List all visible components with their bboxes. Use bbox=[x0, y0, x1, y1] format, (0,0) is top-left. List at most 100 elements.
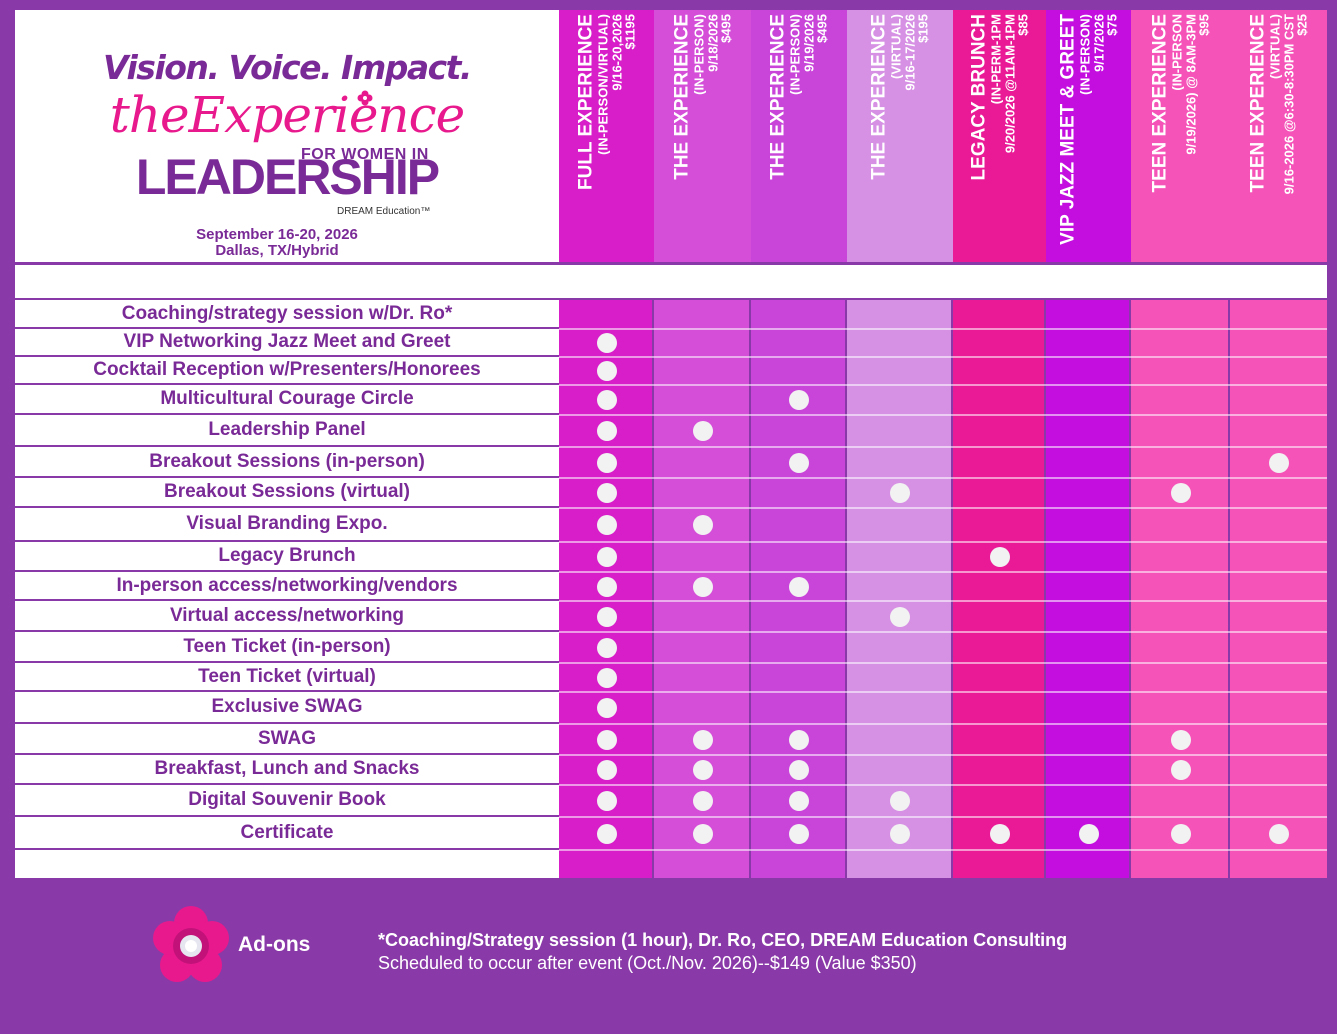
addons-label: Ad-ons bbox=[238, 933, 311, 956]
included-dot bbox=[1268, 452, 1289, 473]
column-detail: (VIRTUAL) bbox=[888, 14, 904, 79]
feature-row-label: Teen Ticket (virtual) bbox=[15, 663, 559, 692]
grid-line bbox=[559, 446, 1327, 448]
included-dot bbox=[596, 606, 617, 627]
grid-column-7 bbox=[1131, 300, 1228, 878]
included-dot bbox=[1268, 823, 1289, 844]
column-detail: (IN-PERSON) bbox=[691, 14, 707, 95]
empty-row bbox=[15, 850, 559, 878]
logo-brand: DREAM Education™ bbox=[337, 206, 431, 217]
grid-line bbox=[559, 328, 1327, 330]
column-price: $195 bbox=[915, 14, 931, 43]
feature-row-label: Digital Souvenir Book bbox=[15, 785, 559, 817]
feature-row-label: Breakout Sessions (in-person) bbox=[15, 447, 559, 478]
grid-line bbox=[559, 784, 1327, 786]
event-dates: September 16-20, 2026 bbox=[196, 226, 358, 243]
included-dot bbox=[1170, 760, 1191, 780]
included-dot bbox=[1170, 823, 1191, 844]
grid-line bbox=[559, 754, 1327, 756]
column-title: THE EXPERIENCE bbox=[767, 14, 789, 180]
grid-line bbox=[559, 691, 1327, 693]
feature-row-label: VIP Networking Jazz Meet and Greet bbox=[15, 329, 559, 357]
logo-script-title: theExperience bbox=[109, 86, 465, 144]
feature-row-label: Breakout Sessions (virtual) bbox=[15, 478, 559, 508]
column-header-2: THE EXPERIENCE (IN-PERSON) 9/18/2026 $495 bbox=[654, 10, 751, 262]
feature-row-label: Legacy Brunch bbox=[15, 542, 559, 572]
included-dot bbox=[596, 698, 617, 718]
flower-icon bbox=[357, 90, 373, 106]
included-dot bbox=[596, 361, 617, 381]
column-title: THE EXPERIENCE bbox=[868, 14, 890, 180]
grid-column-8 bbox=[1230, 300, 1327, 878]
column-detail: (IN-PERSON) bbox=[787, 14, 803, 95]
grid-line bbox=[559, 662, 1327, 664]
included-dot bbox=[789, 760, 809, 780]
included-dot bbox=[1170, 729, 1191, 750]
addons-description: *Coaching/Strategy session (1 hour), Dr.… bbox=[378, 930, 1068, 950]
included-dot bbox=[692, 421, 713, 441]
included-dot bbox=[596, 547, 617, 567]
included-dot bbox=[596, 483, 617, 503]
included-dot bbox=[596, 760, 617, 780]
included-dot bbox=[789, 729, 809, 750]
logo-for-women: FOR WOMEN IN bbox=[301, 146, 429, 163]
feature-row-label: Virtual access/networking bbox=[15, 601, 559, 632]
feature-row-label: In-person access/networking/vendors bbox=[15, 572, 559, 601]
column-header-7: TEEN EXPERIENCE (IN-PERSON 9/19/2026) @ 8A… bbox=[1131, 10, 1230, 262]
included-dot bbox=[692, 791, 713, 811]
included-dot bbox=[789, 791, 809, 811]
included-dot bbox=[989, 547, 1010, 567]
feature-row-label: Breakfast, Lunch and Snacks bbox=[15, 755, 559, 785]
included-dot bbox=[692, 515, 713, 535]
feature-row-label: Multicultural Courage Circle bbox=[15, 385, 559, 415]
column-price: $95 bbox=[1196, 14, 1212, 36]
logo-leadership: LEADERSHIP bbox=[135, 149, 440, 205]
column-date: 9/17/2026 bbox=[1090, 14, 1106, 72]
column-header-4: THE EXPERIENCE (VIRTUAL) 9/16-17/2026 $195 bbox=[847, 10, 953, 262]
rose-gem-icon bbox=[153, 906, 229, 982]
included-dot bbox=[596, 637, 617, 658]
included-dot bbox=[890, 823, 910, 844]
included-dot bbox=[596, 576, 617, 597]
grid-line bbox=[559, 849, 1327, 851]
included-dot bbox=[890, 483, 910, 503]
column-header-5: LEGACY BRUNCH (IN-PERM-1PM 9/20/2026 @11AM… bbox=[953, 10, 1046, 262]
included-dot bbox=[596, 515, 617, 535]
column-date: 9/16-17/2026 bbox=[902, 14, 918, 91]
column-title: THE EXPERIENCE bbox=[671, 14, 693, 180]
column-title: TEEN EXPERIENCE bbox=[1247, 14, 1269, 193]
column-detail: (IN-PERM-1PM bbox=[988, 14, 1004, 105]
column-detail: (IN-PERSON) bbox=[1077, 14, 1093, 95]
included-dot bbox=[789, 390, 809, 410]
grid-column-5 bbox=[953, 300, 1044, 878]
included-dot bbox=[692, 760, 713, 780]
column-price: $1195 bbox=[622, 14, 638, 50]
included-dot bbox=[596, 729, 617, 750]
included-dot bbox=[1170, 483, 1191, 503]
grid-line bbox=[559, 507, 1327, 509]
included-dot bbox=[890, 606, 910, 627]
logo-tagline: Vision. Voice. Impact. bbox=[103, 48, 472, 87]
feature-row-label: Leadership Panel bbox=[15, 415, 559, 447]
feature-row-label: SWAG bbox=[15, 724, 559, 755]
grid-line bbox=[559, 477, 1327, 479]
included-dot bbox=[596, 452, 617, 473]
column-detail: (IN-PERSON/VIRTUAL) bbox=[595, 14, 611, 155]
column-detail: (VIRTUAL) bbox=[1267, 14, 1283, 79]
included-dot bbox=[692, 823, 713, 844]
included-dot bbox=[596, 667, 617, 688]
column-header-8: TEEN EXPERIENCE (VIRTUAL) 9/16-2026 @6:30-… bbox=[1230, 10, 1327, 262]
included-dot bbox=[596, 791, 617, 811]
feature-row-label: Visual Branding Expo. bbox=[15, 508, 559, 542]
included-dot bbox=[789, 576, 809, 597]
column-header-3: THE EXPERIENCE (IN-PERSON) 9/19/2026 $495 bbox=[751, 10, 847, 262]
column-price: $85 bbox=[1015, 14, 1031, 36]
grid-column-6 bbox=[1046, 300, 1129, 878]
column-date: 9/19/2026 bbox=[801, 14, 817, 72]
column-title: VIP JAZZ MEET & GREET bbox=[1057, 14, 1079, 245]
grid-line bbox=[559, 414, 1327, 416]
grid-line bbox=[559, 600, 1327, 602]
grid-line bbox=[559, 356, 1327, 358]
included-dot bbox=[890, 791, 910, 811]
column-price: $495 bbox=[718, 14, 734, 43]
